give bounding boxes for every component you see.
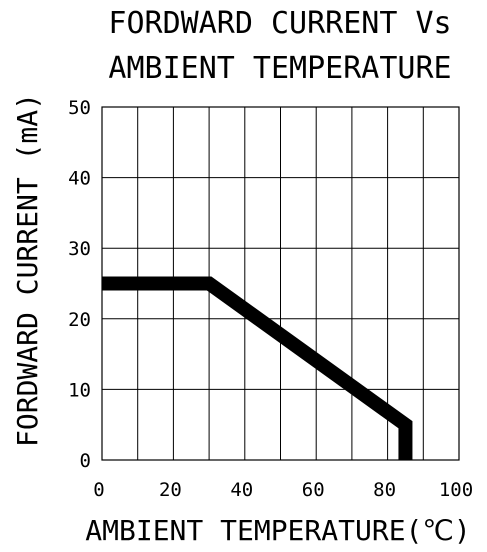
chart-title-line-1: FORDWARD CURRENT Vs	[108, 6, 451, 41]
x-tick-label: 20	[159, 479, 182, 501]
x-tick-label: 0	[93, 479, 104, 501]
y-tick-label: 20	[68, 309, 91, 331]
x-axis-ticks: 0 20 40 60 80 100	[93, 479, 473, 501]
x-tick-label: 40	[230, 479, 253, 501]
y-tick-label: 40	[68, 168, 91, 190]
x-tick-label: 60	[302, 479, 325, 501]
x-tick-label: 80	[373, 479, 396, 501]
x-axis-title: AMBIENT TEMPERATURE(℃)	[85, 514, 470, 547]
y-axis-ticks: 0 10 20 30 40 50	[68, 97, 91, 472]
y-tick-label: 30	[68, 238, 91, 260]
y-tick-label: 10	[68, 379, 91, 401]
forward-current-curve	[102, 276, 413, 460]
y-tick-label: 50	[68, 97, 91, 119]
chart-title-line-2: AMBIENT TEMPERATURE	[108, 51, 451, 86]
y-axis-title: FORDWARD CURRENT (mA)	[11, 93, 44, 447]
y-tick-label: 0	[80, 450, 91, 472]
x-tick-label: 100	[439, 479, 473, 501]
